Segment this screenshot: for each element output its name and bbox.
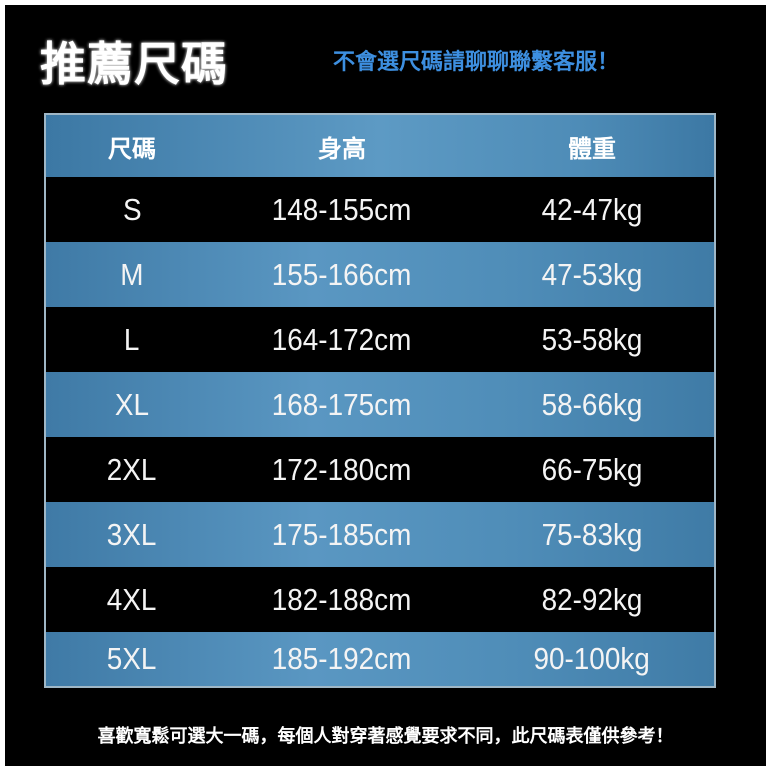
cell-weight: 90-100kg bbox=[533, 641, 651, 676]
cell-size: 2XL bbox=[107, 451, 157, 487]
subtitle: 不會選尺碼請聊聊聯繫客服！ bbox=[333, 50, 620, 75]
cell-size: S bbox=[122, 191, 142, 227]
cell-size: XL bbox=[114, 386, 150, 422]
cell-weight: 75-83kg bbox=[541, 516, 643, 552]
page-title: 推薦尺碼 bbox=[40, 37, 228, 91]
cell-height: 164-172cm bbox=[272, 321, 412, 357]
header-weight: 體重 bbox=[568, 134, 616, 163]
table-row: 5XL 185-192cm 90-100kg bbox=[46, 632, 714, 686]
table-row: 4XL 182-188cm 82-92kg bbox=[46, 567, 714, 632]
cell-height: 155-166cm bbox=[272, 256, 412, 292]
cell-size: 5XL bbox=[107, 641, 157, 676]
table-row: L 164-172cm 53-58kg bbox=[46, 307, 714, 372]
cell-weight: 42-47kg bbox=[541, 191, 643, 227]
cell-height: 182-188cm bbox=[272, 581, 412, 617]
cell-height: 185-192cm bbox=[272, 641, 412, 676]
cell-weight: 58-66kg bbox=[541, 386, 643, 422]
cell-height: 172-180cm bbox=[272, 451, 412, 487]
cell-size: M bbox=[120, 256, 144, 292]
table-row: S 148-155cm 42-47kg bbox=[46, 177, 714, 242]
table-row: M 155-166cm 47-53kg bbox=[46, 242, 714, 307]
table-row: 3XL 175-185cm 75-83kg bbox=[46, 502, 714, 567]
footer-note: 喜歡寬鬆可選大一碼，每個人對穿著感覺要求不同，此尺碼表僅供參考！ bbox=[97, 726, 674, 747]
cell-size: 3XL bbox=[107, 516, 157, 552]
cell-height: 148-155cm bbox=[272, 191, 412, 227]
cell-weight: 53-58kg bbox=[541, 321, 643, 357]
cell-height: 175-185cm bbox=[272, 516, 412, 552]
cell-weight: 47-53kg bbox=[541, 256, 643, 292]
header-height: 身高 bbox=[318, 134, 366, 163]
size-table: 尺碼 身高 體重 S 148-155cm 42-47kg M 155-166cm 47-5… bbox=[44, 113, 716, 688]
cell-size: 4XL bbox=[107, 581, 157, 617]
table-row: XL 168-175cm 58-66kg bbox=[46, 372, 714, 437]
header-size: 尺碼 bbox=[108, 134, 156, 163]
cell-weight: 66-75kg bbox=[541, 451, 643, 487]
table-row: 2XL 172-180cm 66-75kg bbox=[46, 437, 714, 502]
cell-weight: 82-92kg bbox=[541, 581, 643, 617]
table-header: 尺碼 身高 體重 bbox=[46, 115, 714, 177]
cell-size: L bbox=[124, 321, 140, 357]
cell-height: 168-175cm bbox=[272, 386, 412, 422]
